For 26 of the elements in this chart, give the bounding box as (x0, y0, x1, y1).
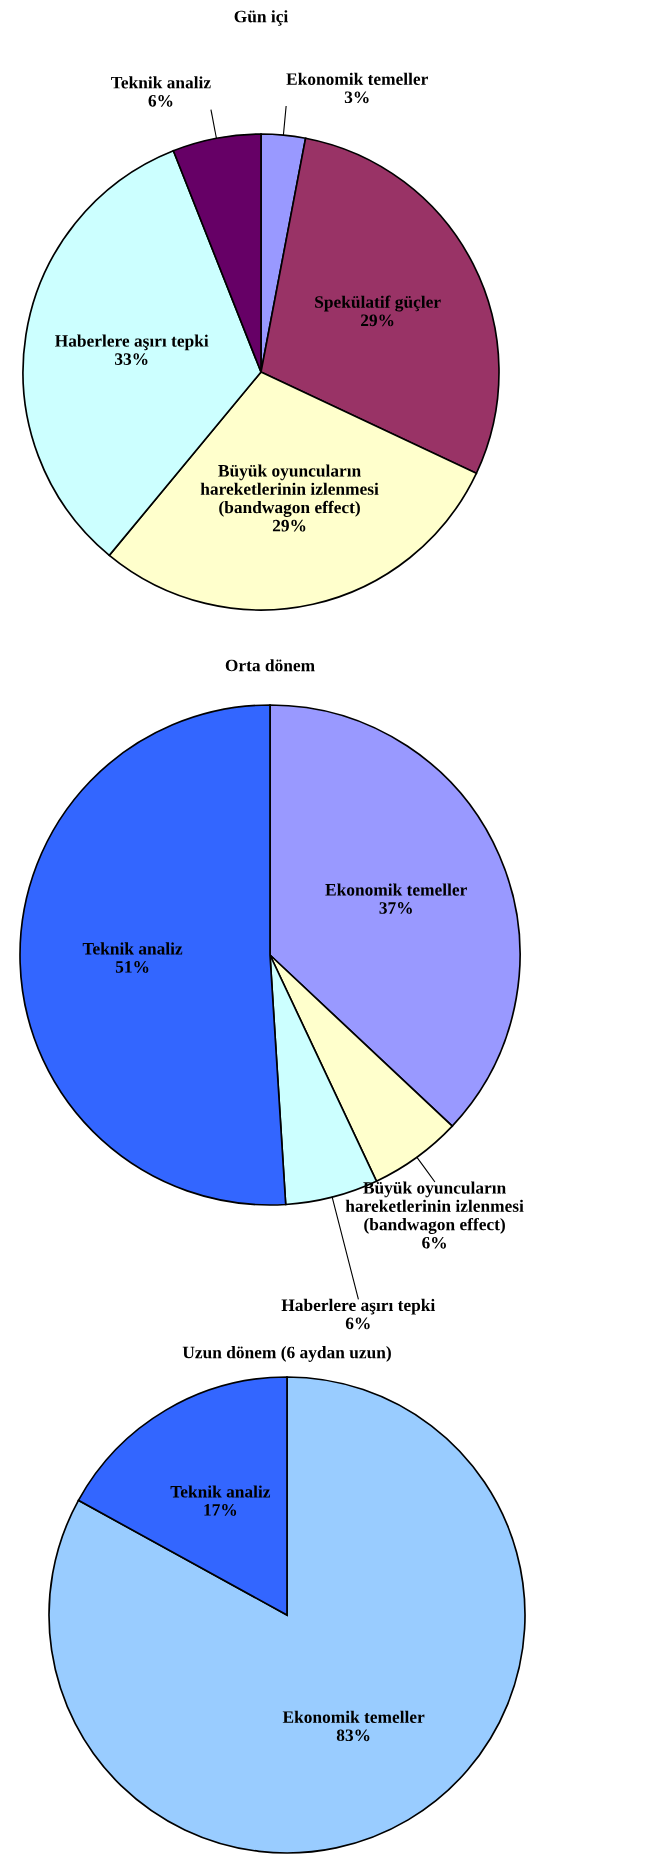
data-label: 6% (422, 1236, 446, 1249)
slice-label: Teknik analiz (82, 942, 183, 955)
chart-title: Gün içi (234, 10, 288, 26)
data-label: 51% (115, 961, 149, 973)
slice-label: Büyük oyuncuların hareketlerinin izlenmesi (bandwagon effect) (345, 1181, 524, 1234)
data-label: 37% (379, 902, 412, 914)
data-label: 17% (204, 1504, 237, 1516)
data-label: 29% (272, 519, 306, 532)
chart-title: Uzun dönem (6 aydan uzun) (182, 1346, 391, 1362)
slice-label: Spekülatif güçler (315, 295, 441, 312)
data-label: 29% (361, 314, 394, 327)
slice-label: Haberlere aşırı tepki (281, 1298, 436, 1315)
data-label: 33% (115, 353, 148, 365)
slice-label: Ekonomik temeller (286, 72, 428, 85)
slice-label: Ekonomik temeller (282, 1710, 425, 1723)
data-label: 3% (344, 91, 369, 104)
data-label: 6% (345, 1317, 370, 1330)
data-label: 6% (148, 94, 173, 107)
data-label: 83% (336, 1729, 370, 1742)
slice-label: Teknik analiz (170, 1485, 271, 1498)
chart-title: Orta dönem (225, 659, 315, 672)
slice-label: Büyük oyuncuların hareketlerinin izlenmesi (bandwagon effect) (200, 464, 379, 517)
slice-label: Ekonomik temeller (325, 883, 467, 896)
slice-label: Haberlere aşırı tepki (55, 334, 209, 351)
slice-label: Teknik analiz (111, 76, 211, 89)
pie-slice (48, 1376, 526, 1854)
